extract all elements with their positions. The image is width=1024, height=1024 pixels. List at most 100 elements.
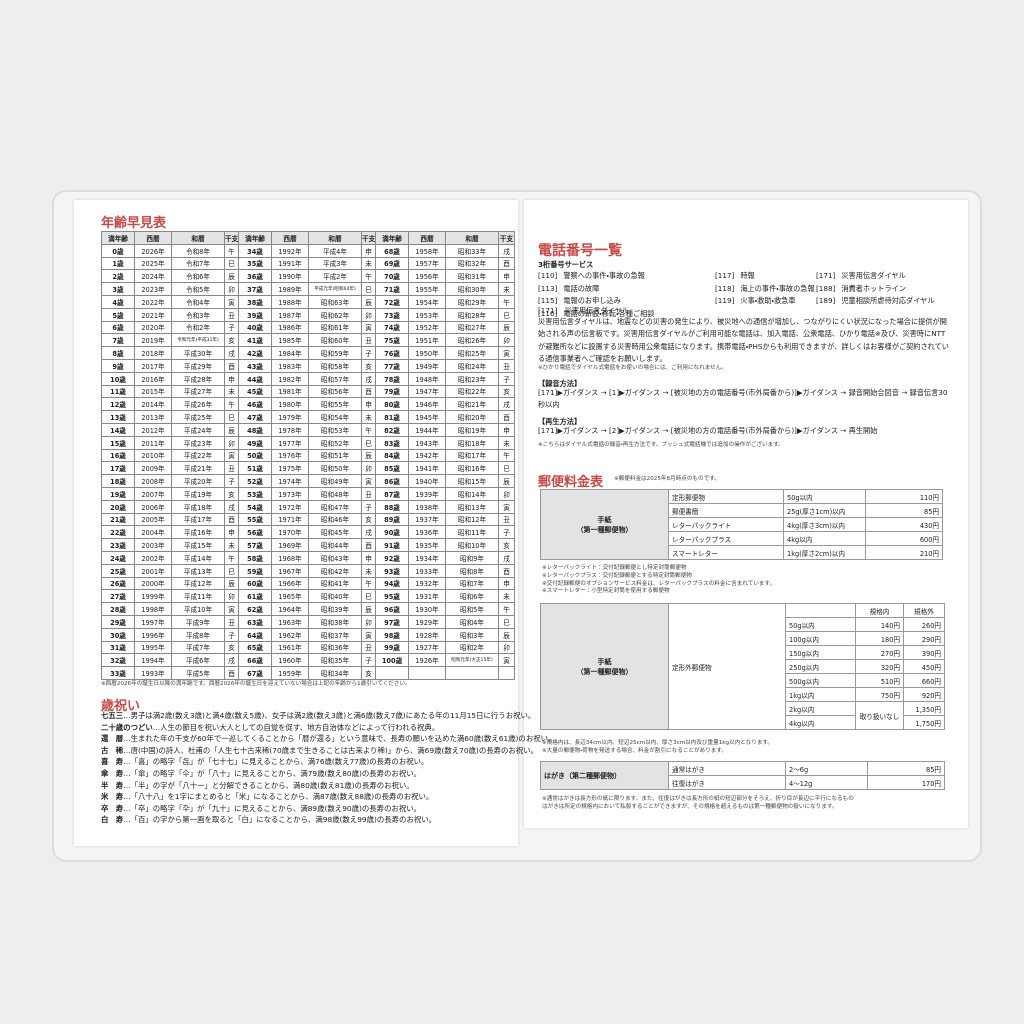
age-row: 16歳 2010年 平成22年寅 50歳 1976年 昭和51年辰 84歳 1942年 昭和17… <box>101 448 515 463</box>
postal-cell: 260円 <box>903 617 945 632</box>
celebration-item: 喜 寿…「喜」の略字「㐂」が「七十七」に見えることから、満76歳(数え77歳)の… <box>101 758 428 765</box>
age-cell: 子 <box>498 371 515 386</box>
play-note: ※こちらはダイヤル式電話の録音・再生方法です。プッシュ式電話機では追加の操作がご… <box>538 442 784 448</box>
age-row: 17歳 2009年 平成21年丑 51歳 1975年 昭和50年卯 85歳 1941年 昭和16… <box>101 461 515 476</box>
age-cell: 昭和37年 <box>308 627 362 642</box>
age-cell: 35歳 <box>238 256 272 271</box>
age-cell: 68歳 <box>375 243 409 258</box>
age-cell: 78歳 <box>375 371 409 386</box>
age-cell: 55歳 <box>238 512 272 527</box>
age-cell: 寅 <box>498 653 515 668</box>
age-cell: 1964年 <box>271 602 309 616</box>
age-cell: 昭和13年 <box>445 499 499 514</box>
service-item: [116] 電話の新設・移転・各種ご相談 <box>538 310 654 317</box>
service-item: [171] 災害用伝言ダイヤル <box>816 272 906 279</box>
age-cell: 亥 <box>361 512 376 527</box>
age-cell: 1929年 <box>408 614 446 629</box>
postal-row: 250g以内 320円 450円 <box>541 659 945 674</box>
note: ※スマートレター：小型特定封筒を使用する郵便物 <box>542 588 670 595</box>
celebration-item: 半 寿…「半」の字が「八十一」と分解できることから、満80歳(数え81歳)の長寿… <box>101 781 414 789</box>
age-cell: 昭和55年 <box>308 397 362 412</box>
celebration-term: 二十歳のつどい <box>101 722 153 732</box>
age-row: 33歳 1993年 平成5年酉 67歳 1959年 昭和34年亥 <box>101 666 515 680</box>
service-code: [110] <box>538 271 558 280</box>
age-cell: 卯 <box>224 282 239 296</box>
age-cell: 2000年 <box>134 576 172 591</box>
postal-cell: 100g以内 <box>785 631 856 646</box>
age-cell: 1954年 <box>408 294 446 309</box>
service-item: [117] 時報 <box>715 272 755 279</box>
age-cell: 2011年 <box>134 435 172 450</box>
age-cell: 昭和9年 <box>445 550 499 565</box>
age-cell: 8歳 <box>101 346 135 360</box>
age-cell: 申 <box>498 576 515 591</box>
header-cell: 干支 <box>361 231 376 245</box>
age-cell: 平成4年 <box>308 243 362 258</box>
age-cell: 47歳 <box>238 410 272 424</box>
age-cell: 巳 <box>361 435 376 450</box>
age-row: 27歳 1999年 平成11年卯 61歳 1965年 昭和40年巳 95歳 1931年 昭和6年… <box>101 589 515 604</box>
age-cell: 巳 <box>361 282 376 296</box>
age-cell: 酉 <box>498 563 515 578</box>
age-cell: 子 <box>361 346 376 360</box>
postal-cell: 郵便書簡 <box>668 503 784 518</box>
age-row: 11歳 2015年 平成27年未 45歳 1981年 昭和56年酉 79歳 1947年 昭和22… <box>101 384 515 399</box>
age-cell: 丑 <box>361 486 376 501</box>
age-cell: 2004年 <box>134 525 172 540</box>
age-cell: 1976年 <box>271 448 309 463</box>
age-cell: 平成19年 <box>171 486 225 501</box>
age-cell: 令和5年 <box>171 282 225 296</box>
age-cell: 平成16年 <box>171 525 225 540</box>
age-cell: 未 <box>224 538 239 552</box>
age-cell: 10歳 <box>101 371 135 386</box>
age-cell: 昭和18年 <box>445 435 499 450</box>
celebration-item: 七五三…男子は満2歳(数え3歳)と満4歳(数え5歳)、女子は満2歳(数え3歳)と… <box>101 712 535 719</box>
age-cell: 2005年 <box>134 512 172 527</box>
age-cell: 82歳 <box>375 422 409 437</box>
age-cell: 2024年 <box>134 269 172 284</box>
age-cell: 辰 <box>224 422 239 437</box>
age-cell: 25歳 <box>101 563 135 578</box>
age-cell: 41歳 <box>238 333 272 348</box>
tbody: 手紙 （第一種郵便物） 定形外郵便物 規格内 規格外 50g以内 140円 260円 100g以… <box>540 603 945 730</box>
age-row: 32歳 1994年 平成6年戌 66歳 1960年 昭和35年子 100歳 1926年 昭和元年… <box>101 653 515 668</box>
postal-cell: 4kg以内 <box>785 715 856 730</box>
celebration-text: …男子は満2歳(数え3歳)と満4歳(数え5歳)、女子は満2歳(数え3歳)と満6歳… <box>123 711 536 720</box>
age-cell: 2007年 <box>134 486 172 501</box>
age-cell: 1936年 <box>408 525 446 540</box>
age-cell: 昭和14年 <box>445 486 499 501</box>
age-cell: 85歳 <box>375 461 409 476</box>
age-cell: 令和2年 <box>171 320 225 335</box>
age-cell: 亥 <box>361 358 376 373</box>
age-row: 25歳 2001年 平成13年巳 59歳 1967年 昭和42年未 93歳 1933年 昭和8年… <box>101 563 515 578</box>
age-cell: 令和4年 <box>171 294 225 309</box>
age-cell: 卯 <box>498 640 515 655</box>
service-name: 消費者ホットライン <box>841 283 907 293</box>
postal-title: 郵便料金表 <box>538 475 604 490</box>
header-cell: 干支 <box>498 231 515 245</box>
age-cell: 1958年 <box>408 243 446 258</box>
age-cell: 昭和50年 <box>308 461 362 476</box>
age-cell: 昭和34年 <box>308 666 362 680</box>
age-cell: 2002年 <box>134 550 172 565</box>
age-cell: 0歳 <box>101 243 135 258</box>
age-cell: 1931年 <box>408 589 446 604</box>
age-cell: 11歳 <box>101 384 135 399</box>
age-cell: 1970年 <box>271 525 309 540</box>
age-cell: 巳 <box>361 589 376 604</box>
note: ※規格内は、長辺34cm以内、短辺25cm以内、厚さ3cm以内及び重量1kg以内… <box>542 740 774 746</box>
postal-row: 150g以内 270円 390円 <box>541 645 945 660</box>
age-cell: 63歳 <box>238 614 272 629</box>
age-cell: 昭和3年 <box>445 627 499 642</box>
age-cell: 1927年 <box>408 640 446 655</box>
postal-cell: 600円 <box>865 531 943 546</box>
celebration-term: 傘 寿 <box>101 769 124 778</box>
postal-cell: 85円 <box>865 503 943 518</box>
age-cell: 23歳 <box>101 538 135 552</box>
age-cell: 57歳 <box>238 538 272 552</box>
celebration-text: …生まれた年の干支が60年で一巡してくることから「暦が還る」という意味で、長寿の… <box>123 734 556 744</box>
age-row: 1歳 2025年 令和7年巳 35歳 1991年 平成3年未 69歳 1957年 昭和32年酉 <box>101 256 515 271</box>
letter-label: 手紙 <box>597 515 612 524</box>
postal-cell: 170円 <box>867 775 945 790</box>
age-cell: 53歳 <box>238 486 272 501</box>
